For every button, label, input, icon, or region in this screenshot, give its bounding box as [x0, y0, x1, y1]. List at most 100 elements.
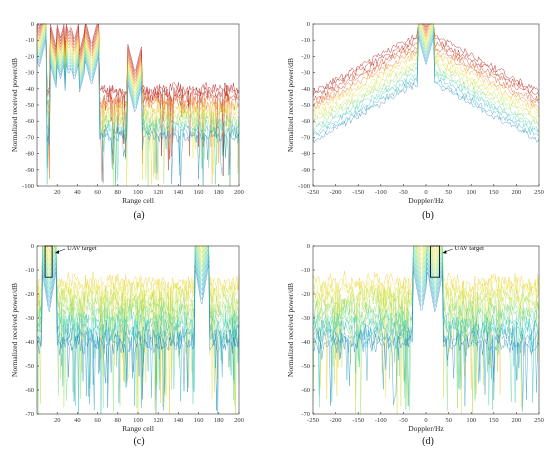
x-tick-label: 50	[445, 417, 452, 424]
signal-curve	[312, 37, 540, 144]
signal-curve	[312, 23, 540, 112]
y-tick-label: -30	[301, 315, 310, 322]
y-tick-label: -70	[301, 411, 310, 418]
panel-c: 0 -10 -20 -30 -40 -50 -60 -70 20 40 60 80 100 120 140 1…	[10, 243, 244, 447]
x-tick-label: 180	[214, 189, 224, 196]
y-tick-label: 0	[307, 243, 310, 250]
x-tick-label: 250	[534, 417, 544, 424]
panel-label: (d)	[422, 436, 434, 447]
signal-curve	[36, 245, 240, 405]
y-tick-label: -20	[301, 53, 310, 60]
y-tick-label: -30	[25, 315, 34, 322]
y-axis-label: Normalized received power/dB	[286, 58, 295, 152]
x-tick-label: -150	[352, 189, 364, 196]
y-tick-label: -10	[25, 267, 34, 274]
target-box	[44, 245, 53, 278]
signal-curve	[312, 245, 540, 415]
y-axis-label: Normalized received power/dB	[286, 283, 295, 377]
signal-curves	[312, 23, 540, 144]
y-tick-label: -60	[25, 118, 34, 125]
arrow-head	[442, 250, 447, 254]
panel-d: 0 -10 -20 -30 -40 -50 -60 -70-250 -200 -150 -100 -5…	[286, 243, 544, 447]
y-tick-label: -50	[301, 363, 310, 370]
x-tick-label: 100	[133, 189, 143, 196]
x-tick-label: 40	[74, 417, 81, 424]
arrow-head	[55, 250, 60, 254]
signal-curve	[36, 30, 240, 187]
x-tick-label: 150	[489, 417, 499, 424]
signal-curves	[36, 245, 240, 415]
signal-curves	[312, 245, 540, 415]
target-box	[430, 245, 441, 278]
x-tick-label: 100	[133, 417, 143, 424]
x-tick-label: 40	[74, 189, 81, 196]
signal-curve	[36, 23, 240, 185]
x-tick-label: 250	[534, 189, 544, 196]
x-tick-label: 0	[424, 189, 427, 196]
x-tick-label: 100	[466, 417, 476, 424]
x-tick-label: 50	[445, 189, 452, 196]
signal-curve	[36, 250, 240, 415]
y-tick-label: 0	[31, 21, 34, 28]
y-tick-label: 0	[31, 243, 34, 250]
y-tick-label: -90	[25, 167, 34, 174]
signal-curve	[312, 34, 540, 137]
y-tick-label: -60	[301, 387, 310, 394]
panel-label: (a)	[133, 210, 144, 221]
y-tick-label: -10	[25, 37, 34, 44]
y-tick-label: -80	[301, 151, 310, 158]
x-tick-label: 80	[115, 417, 122, 424]
y-tick-label: -50	[25, 363, 34, 370]
y-tick-label: -20	[25, 291, 34, 298]
x-tick-label: 200	[512, 189, 522, 196]
signal-curve	[312, 23, 540, 102]
signal-curve	[312, 261, 540, 393]
x-tick-label: 60	[94, 417, 101, 424]
x-tick-label: 160	[194, 189, 204, 196]
x-axis-label: Range cell	[122, 424, 154, 433]
signal-curve	[36, 23, 240, 185]
x-tick-label: 150	[489, 189, 499, 196]
y-tick-label: -30	[25, 70, 34, 77]
x-tick-label: -250	[307, 417, 319, 424]
signal-curve	[36, 23, 240, 147]
signal-curve	[36, 23, 240, 187]
signal-curve	[36, 39, 240, 187]
signal-curve	[312, 23, 540, 117]
signal-curve	[36, 23, 240, 182]
x-tick-label: 140	[174, 189, 184, 196]
x-tick-label: 80	[115, 189, 122, 196]
y-tick-label: -60	[25, 387, 34, 394]
signal-curve	[36, 245, 240, 401]
x-tick-label: -100	[375, 189, 387, 196]
x-tick-label: 60	[94, 189, 101, 196]
y-tick-label: -70	[25, 134, 34, 141]
signal-curve	[312, 245, 540, 415]
panel-label: (c)	[133, 436, 144, 447]
y-tick-label: -70	[301, 134, 310, 141]
x-tick-label: -150	[352, 417, 364, 424]
x-tick-label: 120	[153, 189, 163, 196]
signal-curve	[312, 23, 540, 98]
x-tick-label: 0	[424, 417, 427, 424]
x-tick-label: -200	[330, 189, 342, 196]
y-tick-label: -80	[25, 151, 34, 158]
y-tick-label: -20	[25, 53, 34, 60]
y-tick-label: -30	[301, 70, 310, 77]
y-tick-label: -100	[22, 183, 34, 190]
x-tick-label: 200	[234, 189, 244, 196]
x-tick-label: 140	[174, 417, 184, 424]
x-tick-label: -50	[399, 189, 408, 196]
signal-curve	[312, 24, 540, 127]
x-axis-label: Range cell	[122, 196, 154, 205]
signal-curve	[312, 252, 540, 403]
y-axis-label: Normalized received power/dB	[10, 283, 19, 377]
x-tick-label: -200	[330, 417, 342, 424]
signal-curve	[312, 23, 540, 107]
x-tick-label: 180	[214, 417, 224, 424]
annotation-label: UAV target	[67, 245, 97, 252]
panel-b: 0-10-20-30-40-50-60-70-80-90-100-250 -200…	[286, 21, 544, 221]
annotation-label: UAV target	[455, 245, 485, 252]
signal-curve	[312, 23, 539, 124]
y-tick-label: -50	[301, 102, 310, 109]
